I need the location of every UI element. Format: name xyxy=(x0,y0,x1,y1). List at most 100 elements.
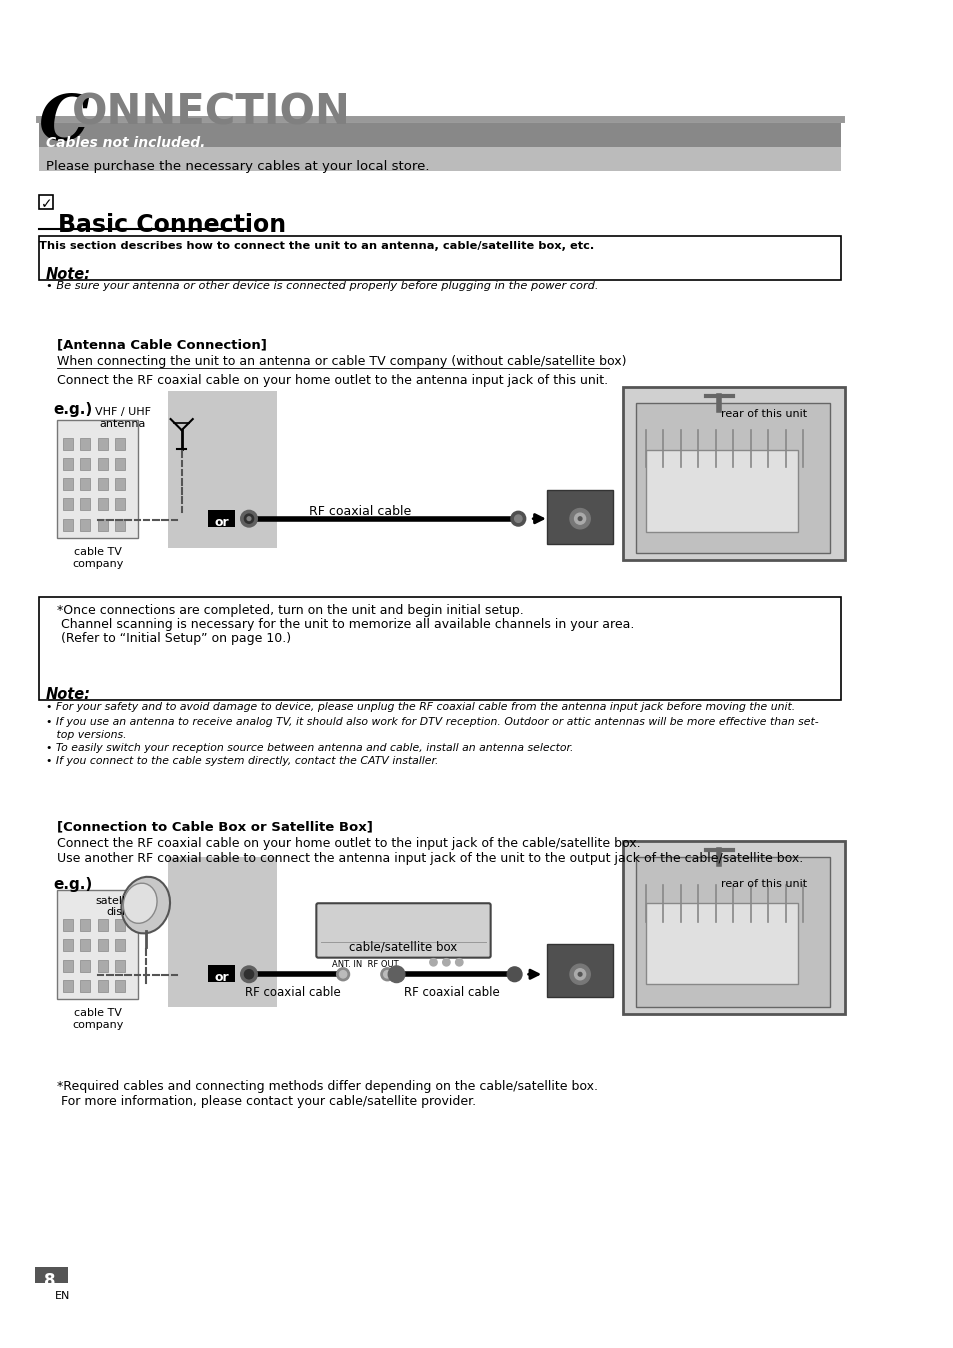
Text: VHF / UHF
antenna: VHF / UHF antenna xyxy=(94,407,151,429)
FancyBboxPatch shape xyxy=(623,387,844,561)
Text: When connecting the unit to an antenna or cable TV company (without cable/satell: When connecting the unit to an antenna o… xyxy=(57,355,626,368)
Text: For more information, please contact your cable/satellite provider.: For more information, please contact you… xyxy=(57,1095,476,1108)
FancyBboxPatch shape xyxy=(80,438,91,449)
Circle shape xyxy=(388,967,404,983)
Text: rear of this unit: rear of this unit xyxy=(720,408,806,419)
Text: Please purchase the necessary cables at your local store.: Please purchase the necessary cables at … xyxy=(46,160,429,173)
FancyBboxPatch shape xyxy=(63,519,72,531)
FancyBboxPatch shape xyxy=(39,147,841,171)
FancyBboxPatch shape xyxy=(63,940,72,952)
Text: satellite
dish: satellite dish xyxy=(95,896,140,918)
Text: Note:: Note: xyxy=(46,267,91,282)
Ellipse shape xyxy=(123,883,157,923)
FancyBboxPatch shape xyxy=(97,499,108,511)
FancyBboxPatch shape xyxy=(35,1267,69,1283)
FancyBboxPatch shape xyxy=(80,519,91,531)
FancyBboxPatch shape xyxy=(115,438,125,449)
FancyBboxPatch shape xyxy=(63,980,72,992)
Text: Note:: Note: xyxy=(46,687,91,702)
FancyBboxPatch shape xyxy=(80,940,91,952)
FancyBboxPatch shape xyxy=(97,940,108,952)
FancyBboxPatch shape xyxy=(63,960,72,972)
Text: e.g.): e.g.) xyxy=(53,402,92,417)
FancyBboxPatch shape xyxy=(97,458,108,470)
FancyBboxPatch shape xyxy=(546,944,613,998)
Circle shape xyxy=(240,511,257,527)
Text: cable/satellite box: cable/satellite box xyxy=(349,940,456,953)
Text: • For your safety and to avoid damage to device, please unplug the RF coaxial ca: • For your safety and to avoid damage to… xyxy=(46,702,795,712)
FancyBboxPatch shape xyxy=(97,479,108,491)
Text: Connect the RF coaxial cable on your home outlet to the input jack of the cable/: Connect the RF coaxial cable on your hom… xyxy=(57,837,640,849)
FancyBboxPatch shape xyxy=(115,458,125,470)
FancyBboxPatch shape xyxy=(316,903,490,957)
FancyBboxPatch shape xyxy=(97,919,108,931)
Text: RF coaxial cable: RF coaxial cable xyxy=(308,506,411,518)
Text: top versions.: top versions. xyxy=(46,729,127,740)
FancyBboxPatch shape xyxy=(63,438,72,449)
FancyBboxPatch shape xyxy=(546,491,613,543)
FancyBboxPatch shape xyxy=(115,960,125,972)
Circle shape xyxy=(578,972,581,976)
Circle shape xyxy=(569,964,590,984)
Circle shape xyxy=(569,508,590,528)
Circle shape xyxy=(578,516,581,520)
Text: or: or xyxy=(213,971,229,984)
FancyBboxPatch shape xyxy=(115,919,125,931)
FancyBboxPatch shape xyxy=(63,479,72,491)
FancyBboxPatch shape xyxy=(636,403,829,553)
Text: ANT. IN: ANT. IN xyxy=(562,546,597,557)
Text: RF coaxial cable: RF coaxial cable xyxy=(245,987,341,999)
FancyBboxPatch shape xyxy=(63,499,72,511)
FancyBboxPatch shape xyxy=(57,890,138,999)
Circle shape xyxy=(574,969,585,980)
Text: Connect the RF coaxial cable on your home outlet to the antenna input jack of th: Connect the RF coaxial cable on your hom… xyxy=(57,373,608,387)
FancyBboxPatch shape xyxy=(208,965,235,981)
FancyBboxPatch shape xyxy=(39,236,841,280)
Circle shape xyxy=(507,967,521,981)
FancyBboxPatch shape xyxy=(645,903,797,984)
FancyBboxPatch shape xyxy=(97,519,108,531)
FancyBboxPatch shape xyxy=(80,479,91,491)
FancyBboxPatch shape xyxy=(80,458,91,470)
FancyBboxPatch shape xyxy=(115,499,125,511)
FancyBboxPatch shape xyxy=(39,195,52,209)
Text: [Antenna Cable Connection]: [Antenna Cable Connection] xyxy=(57,338,267,352)
Circle shape xyxy=(244,514,253,523)
FancyBboxPatch shape xyxy=(645,450,797,531)
FancyBboxPatch shape xyxy=(623,841,844,1014)
Text: EN: EN xyxy=(55,1290,71,1301)
Circle shape xyxy=(380,968,394,981)
Text: cable TV
company: cable TV company xyxy=(72,547,123,569)
Circle shape xyxy=(442,958,450,967)
FancyBboxPatch shape xyxy=(115,479,125,491)
FancyBboxPatch shape xyxy=(115,519,125,531)
Circle shape xyxy=(511,511,525,526)
Circle shape xyxy=(514,515,521,523)
FancyBboxPatch shape xyxy=(39,597,841,701)
Text: Channel scanning is necessary for the unit to memorize all available channels in: Channel scanning is necessary for the un… xyxy=(57,619,634,631)
Text: [Connection to Cable Box or Satellite Box]: [Connection to Cable Box or Satellite Bo… xyxy=(57,820,373,833)
FancyBboxPatch shape xyxy=(168,391,276,549)
Circle shape xyxy=(339,971,346,977)
FancyBboxPatch shape xyxy=(57,421,138,538)
Text: ANT. IN: ANT. IN xyxy=(562,1000,597,1010)
FancyBboxPatch shape xyxy=(115,980,125,992)
Text: ONNECTION: ONNECTION xyxy=(71,92,351,133)
Text: Use another RF coaxial cable to connect the antenna input jack of the unit to th: Use another RF coaxial cable to connect … xyxy=(57,852,802,864)
FancyBboxPatch shape xyxy=(39,123,841,147)
FancyBboxPatch shape xyxy=(80,960,91,972)
Ellipse shape xyxy=(121,876,170,933)
FancyBboxPatch shape xyxy=(208,511,235,527)
Text: (Refer to “Initial Setup” on page 10.): (Refer to “Initial Setup” on page 10.) xyxy=(57,632,291,646)
Text: This section describes how to connect the unit to an antenna, cable/satellite bo: This section describes how to connect th… xyxy=(39,241,594,251)
Text: *Once connections are completed, turn on the unit and begin initial setup.: *Once connections are completed, turn on… xyxy=(57,604,523,617)
FancyBboxPatch shape xyxy=(63,919,72,931)
Text: ANT. IN  RF OUT: ANT. IN RF OUT xyxy=(332,960,398,968)
Circle shape xyxy=(247,516,251,520)
Text: • If you use an antenna to receive analog TV, it should also work for DTV recept: • If you use an antenna to receive analo… xyxy=(46,717,818,727)
Circle shape xyxy=(574,514,585,524)
FancyBboxPatch shape xyxy=(97,960,108,972)
FancyBboxPatch shape xyxy=(168,857,276,1007)
Text: • Be sure your antenna or other device is connected properly before plugging in : • Be sure your antenna or other device i… xyxy=(46,280,598,291)
Text: • To easily switch your reception source between antenna and cable, install an a: • To easily switch your reception source… xyxy=(46,743,573,752)
